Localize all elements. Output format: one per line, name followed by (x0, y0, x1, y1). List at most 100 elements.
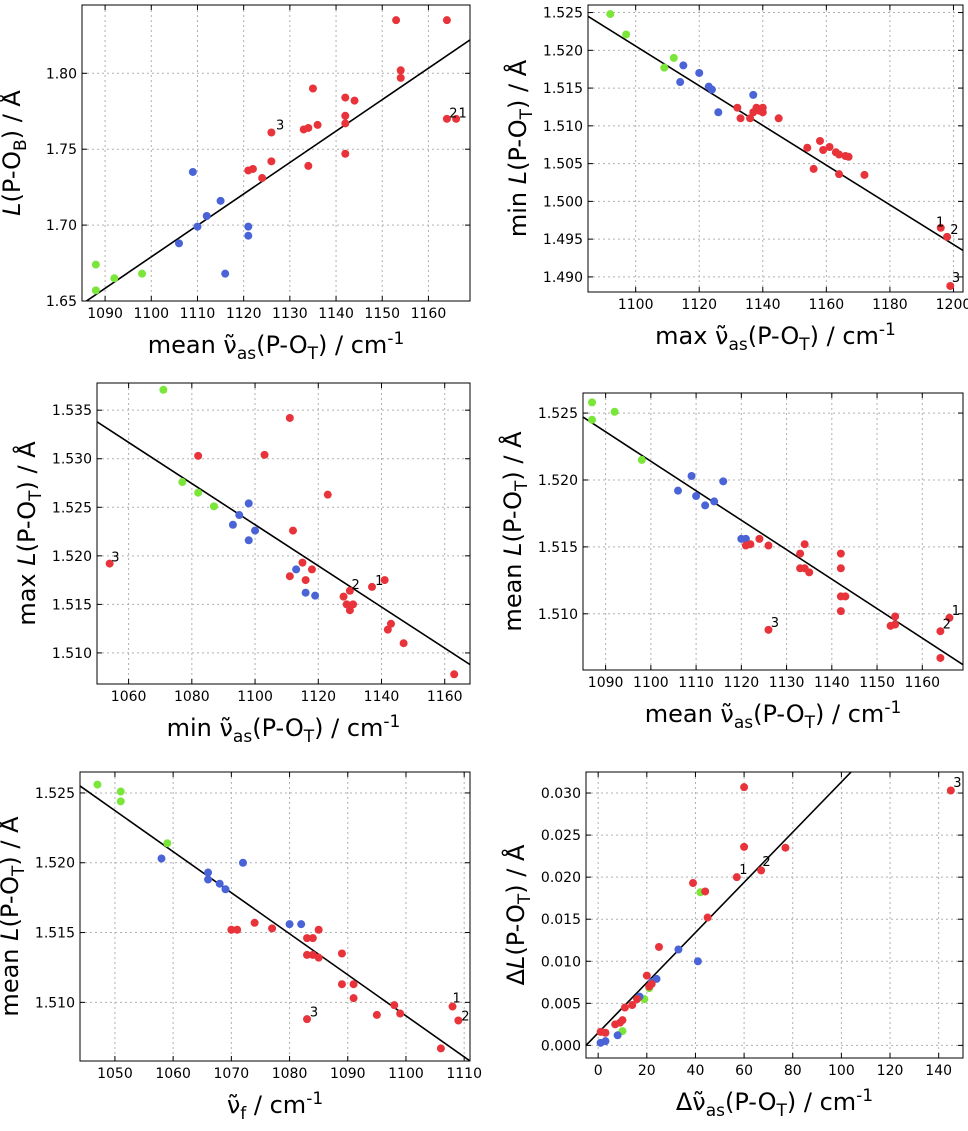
data-point-red (288, 526, 297, 535)
y-tick-label: 0.020 (541, 870, 581, 886)
data-point-red (618, 1016, 627, 1025)
data-point-red (258, 174, 267, 183)
y-tick-label: 1.525 (543, 6, 583, 22)
x-tick-label: 1150 (364, 306, 400, 322)
fit-line (85, 39, 470, 301)
data-point-red (227, 925, 236, 934)
data-point-blue (157, 854, 166, 863)
plot-frame (79, 771, 471, 1062)
data-point-red (601, 1028, 610, 1037)
data-point-green (138, 269, 147, 278)
data-point-red (815, 136, 824, 145)
y-tick-label: 1.65 (46, 294, 77, 310)
x-axis-label: mean ν̃as(P-OT) / cm-1 (645, 698, 902, 733)
x-tick-label: 1110 (446, 1066, 482, 1082)
point-annotation: 2 (449, 106, 457, 121)
scatter-chart-p2: 1100 1120 1140 1160 1180 1200 1.490 1.495 1.500 1… (503, 4, 968, 355)
x-tick-label: 1130 (769, 675, 805, 691)
data-point-red (809, 164, 818, 173)
data-point-green (209, 502, 218, 511)
data-point-red (701, 887, 710, 896)
data-point-red (936, 653, 945, 662)
y-tick-label: 1.515 (538, 540, 578, 556)
data-point-blue (244, 536, 253, 545)
data-point-blue (710, 497, 719, 506)
x-tick-label: 80 (784, 1063, 802, 1079)
data-point-red (836, 607, 845, 616)
x-tick-label: 40 (687, 1063, 705, 1079)
data-point-red (835, 170, 844, 179)
data-point-red (755, 534, 764, 543)
data-point-blue (687, 471, 696, 480)
data-point-red (304, 123, 313, 132)
data-point-blue (188, 167, 197, 176)
x-tick-label: 100 (828, 1063, 855, 1079)
x-axis-label: max ν̃as(P-OT) / cm-1 (655, 320, 896, 355)
data-point-red (757, 866, 766, 875)
data-point-red (628, 1001, 637, 1010)
data-point-blue (297, 920, 306, 929)
data-point-red (314, 953, 323, 962)
y-tick-label: 1.75 (46, 142, 77, 158)
data-point-green (91, 286, 100, 295)
data-point-blue (693, 957, 702, 966)
data-point-red (774, 114, 783, 123)
data-point-blue (613, 1031, 622, 1040)
data-point-blue (202, 211, 211, 220)
data-point-red (860, 170, 869, 179)
data-point-blue (652, 974, 661, 983)
y-tick-label: 1.525 (52, 500, 92, 516)
data-point-blue (679, 61, 688, 70)
data-point-red (800, 540, 809, 549)
data-point-blue (676, 78, 685, 87)
data-point-blue (301, 588, 310, 597)
x-tick-label: 1100 (133, 306, 169, 322)
data-point-blue (692, 492, 701, 501)
data-point-red (380, 576, 389, 585)
data-point-red (308, 84, 317, 93)
scatter-chart-p4: 1090 1100 1110 1120 1130 1140 1150 1160 1.510 1.5… (498, 392, 964, 733)
data-point-red (304, 161, 313, 170)
data-point-red (803, 143, 812, 152)
data-point-red (341, 93, 350, 102)
data-point-green (159, 385, 168, 394)
data-point-red (836, 549, 845, 558)
data-point-red (825, 142, 834, 151)
x-tick-label: 0 (594, 1063, 603, 1079)
data-point-red (301, 576, 310, 585)
x-tick-label: 1100 (633, 675, 669, 691)
data-point-green (194, 488, 203, 497)
data-point-blue (251, 526, 260, 535)
data-point-red (390, 1001, 399, 1010)
fit-line (586, 772, 852, 1046)
data-point-red (349, 994, 358, 1003)
data-point-red (746, 540, 755, 549)
data-point-red (764, 625, 773, 634)
x-tick-label: 1150 (859, 675, 895, 691)
point-annotation: 1 (453, 991, 461, 1006)
y-tick-label: 1.490 (543, 270, 583, 286)
x-tick-label: 20 (638, 1063, 656, 1079)
data-point-red (891, 612, 900, 621)
data-point-red (341, 149, 350, 158)
data-point-blue (238, 858, 247, 867)
x-tick-label: 1120 (724, 675, 760, 691)
x-tick-label: 1120 (226, 306, 262, 322)
data-point-blue (292, 565, 301, 574)
data-point-red (647, 979, 656, 988)
y-tick-label: 1.510 (52, 646, 92, 662)
x-tick-label: 1130 (272, 306, 308, 322)
data-point-red (844, 152, 853, 161)
data-point-red (285, 413, 294, 422)
data-point-red (233, 925, 242, 934)
data-point-green (588, 398, 597, 407)
x-tick-label: 1080 (174, 689, 210, 705)
point-annotation: 1 (936, 215, 944, 230)
data-point-blue (707, 85, 716, 94)
x-tick-label: 1090 (87, 306, 123, 322)
x-tick-label: 1100 (237, 689, 273, 705)
data-point-blue (235, 511, 244, 520)
data-point-red (341, 119, 350, 128)
y-tick-label: 1.520 (52, 549, 92, 565)
x-tick-label: 1060 (155, 1066, 191, 1082)
